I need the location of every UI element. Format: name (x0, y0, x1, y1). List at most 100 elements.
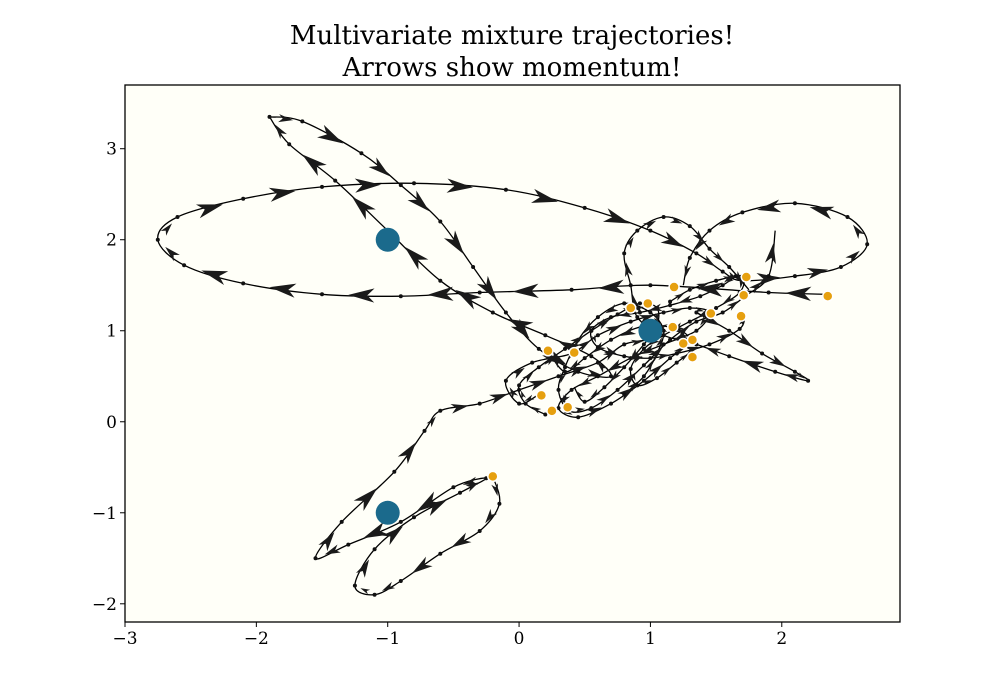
endpoint-marker (542, 345, 554, 357)
momentum-arrow (381, 526, 403, 546)
momentum-arrow (274, 124, 287, 139)
momentum-arrow (302, 154, 327, 176)
sample-point (609, 337, 613, 342)
sample-point (517, 383, 522, 388)
momentum-arrow (596, 394, 611, 407)
momentum-arrow (558, 394, 567, 406)
momentum-arrow (455, 289, 482, 310)
sample-point (838, 265, 843, 269)
sample-point (637, 310, 642, 315)
momentum-arrow (509, 387, 519, 399)
sample-point (648, 228, 653, 233)
endpoint-marker (535, 389, 548, 402)
sample-point (471, 265, 476, 269)
sample-point (372, 592, 377, 597)
sample-point (438, 408, 443, 413)
momentum-arrow (703, 313, 721, 326)
momentum-arrow (278, 114, 294, 123)
momentum-arrow (318, 532, 335, 552)
sample-point (609, 374, 613, 379)
sample-point (589, 406, 594, 411)
momentum-arrow (598, 279, 625, 294)
sample-point (609, 315, 613, 320)
momentum-arrow (552, 356, 563, 368)
sample-point (707, 246, 712, 251)
momentum-arrow (397, 442, 417, 464)
sample-point (563, 346, 567, 351)
endpoint-marker (737, 289, 750, 301)
endpoint-marker (686, 334, 699, 346)
sample-point (648, 356, 653, 361)
momentum-arrow (642, 220, 657, 230)
momentum-arrow (355, 559, 370, 578)
momentum-arrow (732, 271, 744, 284)
sample-point (648, 283, 653, 288)
momentum-arrow (757, 199, 782, 213)
sample-point (458, 490, 462, 495)
sample-point (694, 319, 699, 324)
sample-point (615, 312, 620, 317)
momentum-arrow (624, 262, 633, 278)
sample-point (737, 326, 742, 331)
endpoint-marker (568, 346, 580, 359)
momentum-arrow (627, 381, 639, 392)
y-tick-label: 2 (106, 231, 117, 251)
sample-point (438, 219, 443, 224)
momentum-arrow (602, 208, 630, 224)
sample-point (687, 319, 692, 324)
sample-point (517, 401, 522, 406)
sample-point (668, 337, 673, 342)
momentum-arrow (660, 231, 684, 248)
momentum-arrow (507, 318, 534, 336)
sample-point (359, 151, 364, 156)
sample-point (622, 392, 627, 397)
momentum-arrow (678, 295, 693, 303)
momentum-arrow (725, 276, 734, 283)
sample-point (582, 356, 587, 361)
momentum-arrow (701, 255, 716, 267)
momentum-arrow (353, 487, 378, 512)
endpoint-marker (642, 297, 654, 310)
endpoint-marker (546, 405, 558, 417)
momentum-arrow (407, 190, 430, 212)
y-axis-ticks: −2 −1 0 1 2 3 (92, 140, 125, 615)
sample-point (155, 237, 160, 242)
sample-point (569, 287, 574, 292)
x-tick-label: −1 (375, 629, 400, 649)
endpoint-marker (624, 302, 637, 314)
sample-point (648, 310, 653, 315)
momentum-arrow (462, 476, 479, 485)
arrows-layer (155, 114, 870, 597)
momentum-arrow (852, 224, 865, 239)
sample-point (503, 187, 508, 192)
sample-point (792, 369, 797, 374)
sample-point (451, 485, 456, 490)
momentum-arrow (570, 335, 584, 347)
momentum-arrow (674, 293, 685, 301)
momentum-arrow (427, 286, 454, 301)
sample-point (556, 406, 561, 411)
x-tick-label: 2 (776, 629, 787, 649)
sample-point (687, 255, 692, 260)
endpoint-marker (487, 470, 499, 483)
momentum-arrow (596, 361, 608, 373)
momentum-arrow (726, 300, 739, 311)
sample-point (398, 294, 403, 299)
chart-title-line-1: Multivariate mixture trajectories! (290, 21, 734, 51)
momentum-arrow (769, 354, 786, 367)
sample-point (582, 399, 587, 404)
sample-point (637, 301, 642, 306)
momentum-arrow (578, 376, 593, 387)
momentum-arrow (630, 339, 644, 347)
sample-point (241, 281, 246, 286)
sample-point (398, 183, 403, 188)
sample-point (622, 354, 627, 359)
momentum-arrow (583, 321, 596, 334)
momentum-arrow (679, 354, 689, 362)
momentum-arrow (574, 407, 586, 413)
momentum-arrow (654, 313, 660, 322)
momentum-arrow (404, 246, 429, 270)
sample-point (556, 387, 561, 392)
momentum-arrow (845, 250, 860, 264)
sample-point (615, 387, 620, 392)
